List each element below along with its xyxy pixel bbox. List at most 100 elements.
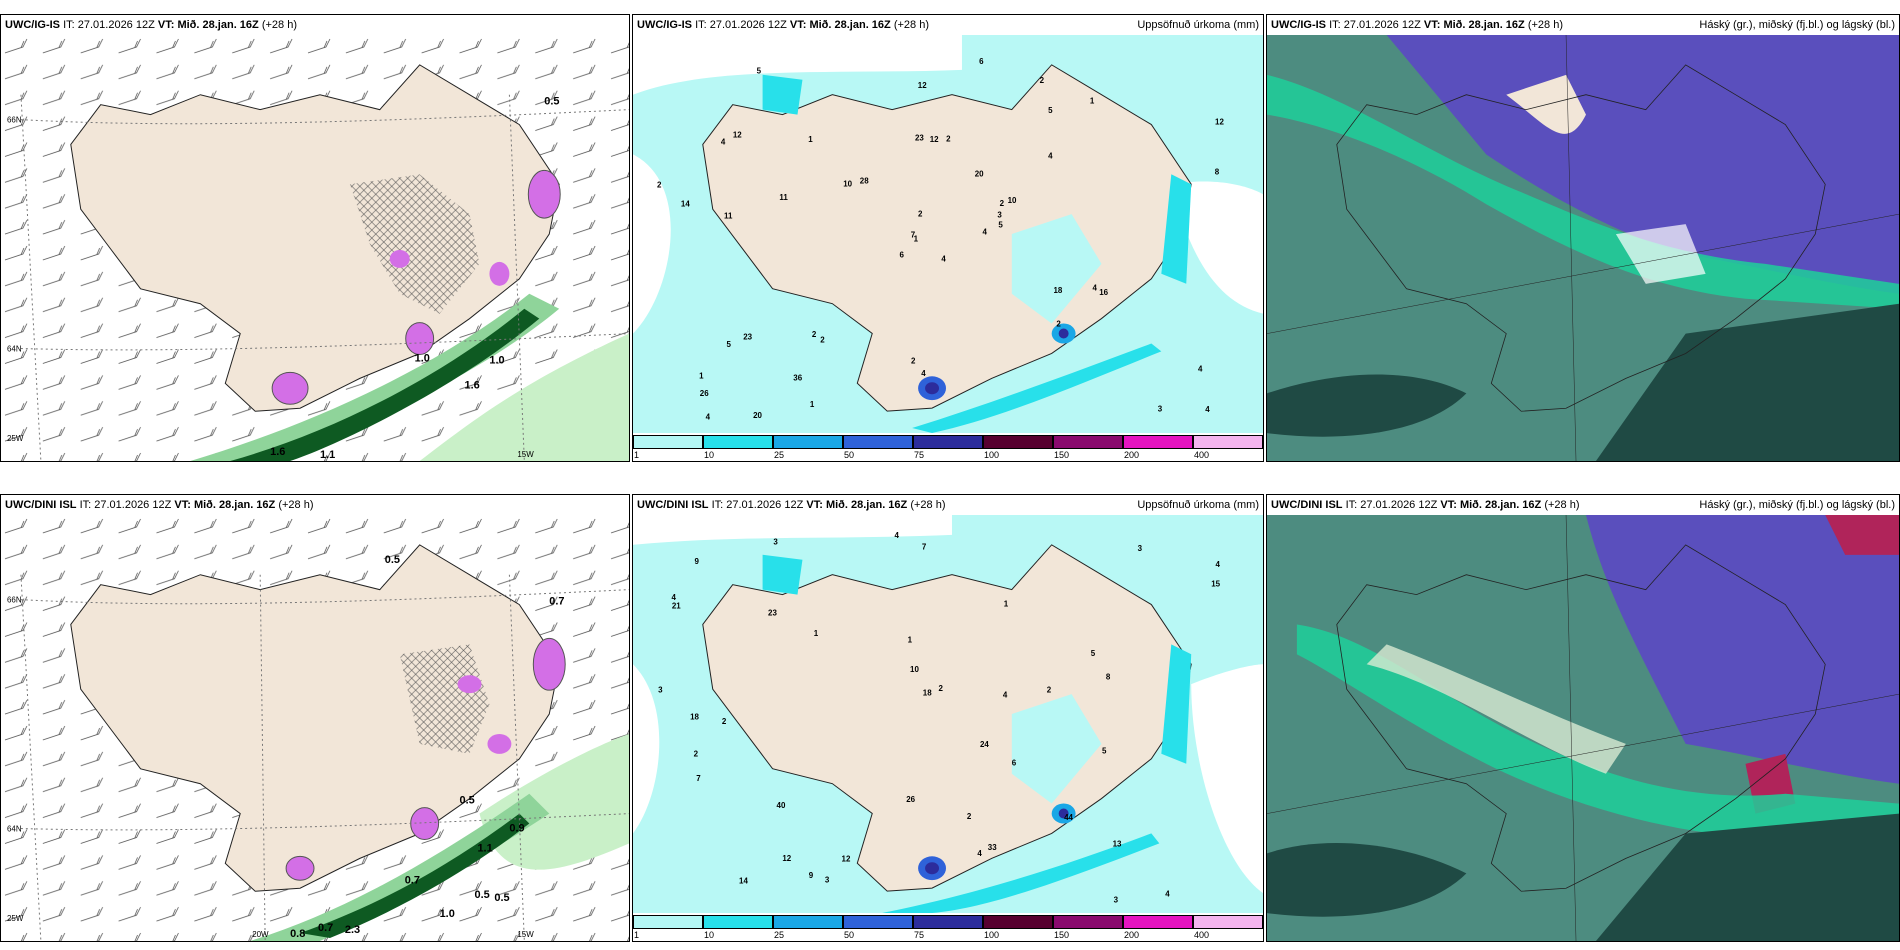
contour-label: 1.6 xyxy=(270,446,285,458)
colorbar-tick-label: 50 xyxy=(844,450,855,460)
precip-value: 2 xyxy=(967,812,972,821)
precip-map[interactable]: 3 7 5 4 4 4 2 1 1 3 2 5 4 21 23 40 33 18 24 26 44 13 15 10 12 18 6… xyxy=(633,515,1263,913)
precip-value: 3 xyxy=(1138,544,1143,553)
panel-header: UWC/IG-IS IT: 27.01.2026 12Z VT: Mið. 28… xyxy=(633,15,1263,35)
precip-value: 18 xyxy=(923,688,932,697)
valid-time: Mið. 28.jan. 16Z xyxy=(825,499,908,511)
precip-value: 11 xyxy=(779,193,788,202)
precip-value: 23 xyxy=(915,134,924,143)
precip-value: 5 xyxy=(1048,106,1053,115)
precip-value: 4 xyxy=(977,849,982,858)
lon-label: 25W xyxy=(7,914,24,923)
contour-label: 0.5 xyxy=(385,554,400,566)
it-prefix: IT: xyxy=(79,499,92,511)
panel-header: UWC/IG-IS IT: 27.01.2026 12Z VT: Mið. 28… xyxy=(1,15,629,35)
contour-label: 2.3 xyxy=(345,924,360,936)
colorbar-swatch xyxy=(633,915,703,929)
colorbar-swatch xyxy=(983,915,1053,929)
colorbar-swatch xyxy=(843,915,913,929)
colorbar-swatch xyxy=(913,915,983,929)
precip-value: 20 xyxy=(975,169,984,178)
precip-value: 18 xyxy=(1053,286,1062,295)
model-name: UWC/IG-IS xyxy=(1271,19,1326,31)
contour-label: 0.5 xyxy=(544,96,559,108)
colorbar: 1 10 25 50 75 100 150 200 400 xyxy=(633,913,1263,941)
contour-label: 0.5 xyxy=(474,889,489,901)
iceland-land xyxy=(70,64,560,412)
colorbar-tick-label: 100 xyxy=(984,930,1000,940)
colorbar-swatch xyxy=(1193,435,1263,449)
precip-value: 12 xyxy=(782,854,791,863)
issue-time: 27.01.2026 12Z xyxy=(94,499,172,511)
precip-value: 8 xyxy=(1106,672,1111,681)
precip-panel-bottom: UWC/DINI ISL IT: 27.01.2026 12Z VT: Mið.… xyxy=(632,494,1264,942)
precip-value: 40 xyxy=(777,801,786,810)
colorbar-tick-label: 400 xyxy=(1194,930,1210,940)
vt-prefix: VT: xyxy=(174,499,191,511)
lead-time: (+28 h) xyxy=(1527,19,1563,31)
it-prefix: IT: xyxy=(63,19,75,31)
precip-value: 2 xyxy=(1040,76,1045,85)
precip-value: 1 xyxy=(1004,599,1009,608)
precip-value: 26 xyxy=(700,389,709,398)
wind-map[interactable]: 0.5 0.5 0.7 0.5 0.5 1.1 0.9 0.7 2.3 1.0 … xyxy=(1,515,629,941)
precip-value: 5 xyxy=(1091,649,1096,658)
colorbar-tick-label: 25 xyxy=(774,450,785,460)
precip-value: 12 xyxy=(842,854,851,863)
lat-label: 66N xyxy=(7,596,22,605)
precip-value: 2 xyxy=(694,750,699,759)
precip-value: 23 xyxy=(768,608,777,617)
colorbar-tick-label: 10 xyxy=(704,450,715,460)
model-name: UWC/DINI ISL xyxy=(1271,499,1343,511)
precip-map[interactable]: 4 4 1 1 2 2 2 2 5 4 5 4 11 12 6 4 20 23 20 23 28 26 36 12 10 16 12… xyxy=(633,35,1263,433)
contour-label: 0.5 xyxy=(460,795,475,807)
precip-value: 11 xyxy=(724,211,733,220)
wind-panel-top: UWC/IG-IS IT: 27.01.2026 12Z VT: Mið. 28… xyxy=(0,14,630,462)
precip-value: 5 xyxy=(1102,746,1107,755)
precip-value: 16 xyxy=(1099,288,1108,297)
precip-value: 2 xyxy=(911,357,916,366)
precip-value: 7 xyxy=(696,774,701,783)
valid-time: Mið. 28.jan. 16Z xyxy=(1443,19,1525,31)
colorbar-swatch xyxy=(843,435,913,449)
precip-value: 4 xyxy=(982,227,987,236)
colorbar-swatch xyxy=(773,435,843,449)
precip-value: 4 xyxy=(1003,691,1008,700)
precip-value: 3 xyxy=(997,210,1002,219)
wind-map[interactable]: 0.5 1.0 1.6 1.1 1.6 1.0 66N 64N 25W 15W xyxy=(1,35,629,461)
precip-value: 9 xyxy=(809,871,814,880)
precip-value: 18 xyxy=(690,712,699,721)
panel-header: UWC/DINI ISL IT: 27.01.2026 12Z VT: Mið.… xyxy=(1267,495,1899,515)
precip-value: 1 xyxy=(814,629,819,638)
colorbar-swatch xyxy=(1053,915,1123,929)
model-name: UWC/IG-IS xyxy=(5,19,60,31)
precip-value: 4 xyxy=(1048,151,1053,160)
precip-value: 6 xyxy=(900,250,905,259)
iceland-land xyxy=(70,544,560,892)
colorbar-swatch xyxy=(703,435,773,449)
precip-panel-top: UWC/IG-IS IT: 27.01.2026 12Z VT: Mið. 28… xyxy=(632,14,1264,462)
precip-value: 3 xyxy=(658,685,663,694)
precip-point-values: 4411222254541112642023202328263612101612… xyxy=(657,57,1224,422)
clouds-map[interactable] xyxy=(1267,35,1899,461)
precip-value: 24 xyxy=(980,740,989,749)
precip-value: 28 xyxy=(860,177,869,186)
model-name: UWC/IG-IS xyxy=(637,19,692,31)
precip-value: 33 xyxy=(988,843,997,852)
precip-value: 4 xyxy=(1198,365,1203,374)
precip-value: 4 xyxy=(941,254,946,263)
issue-time: 27.01.2026 12Z xyxy=(726,499,804,511)
precip-value: 2 xyxy=(1056,319,1061,328)
lead-time: (+28 h) xyxy=(278,499,314,511)
precip-value: 4 xyxy=(894,531,899,540)
issue-time: 27.01.2026 12Z xyxy=(709,19,787,31)
colorbar-swatch xyxy=(913,435,983,449)
precip-value: 23 xyxy=(743,332,752,341)
colorbar-swatch xyxy=(703,915,773,929)
clouds-map[interactable] xyxy=(1267,515,1899,941)
precip-value: 3 xyxy=(773,538,778,547)
precip-value: 9 xyxy=(695,557,700,566)
precip-value: 26 xyxy=(906,795,915,804)
precip-value: 44 xyxy=(1064,813,1073,822)
colorbar-tick-label: 10 xyxy=(704,930,715,940)
